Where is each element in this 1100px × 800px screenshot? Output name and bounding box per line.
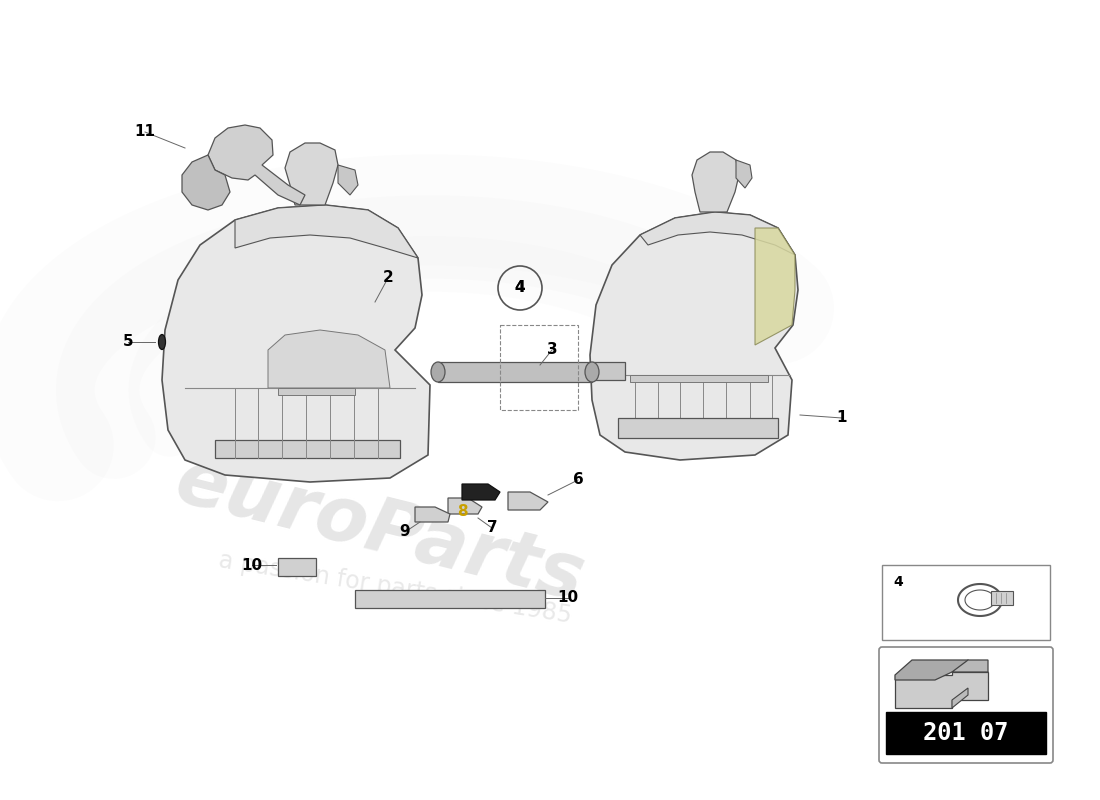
Polygon shape <box>462 484 501 500</box>
Polygon shape <box>448 498 482 514</box>
Polygon shape <box>592 362 625 380</box>
FancyBboxPatch shape <box>882 565 1050 640</box>
Text: 5: 5 <box>123 334 133 350</box>
Text: 4: 4 <box>893 575 903 589</box>
FancyBboxPatch shape <box>991 591 1013 605</box>
Text: a passion for parts since 1985: a passion for parts since 1985 <box>217 548 573 628</box>
Polygon shape <box>736 160 752 188</box>
Text: 7: 7 <box>486 521 497 535</box>
FancyBboxPatch shape <box>879 647 1053 763</box>
Polygon shape <box>590 212 798 460</box>
Polygon shape <box>630 375 768 382</box>
FancyBboxPatch shape <box>886 712 1046 754</box>
Text: 6: 6 <box>573 473 583 487</box>
Text: 10: 10 <box>241 558 263 573</box>
Polygon shape <box>214 440 400 458</box>
Polygon shape <box>755 228 795 345</box>
Text: 9: 9 <box>399 525 410 539</box>
Polygon shape <box>338 165 358 195</box>
Polygon shape <box>285 143 338 205</box>
Polygon shape <box>692 152 739 212</box>
Text: 1: 1 <box>837 410 847 426</box>
Polygon shape <box>235 205 418 258</box>
Polygon shape <box>508 492 548 510</box>
Polygon shape <box>895 660 988 680</box>
Polygon shape <box>618 418 778 438</box>
Text: 2: 2 <box>383 270 394 286</box>
Polygon shape <box>268 330 390 388</box>
Polygon shape <box>278 558 316 576</box>
Ellipse shape <box>158 334 165 350</box>
Text: 11: 11 <box>134 125 155 139</box>
Text: 10: 10 <box>558 590 579 606</box>
Text: 4: 4 <box>515 281 526 295</box>
Text: 4: 4 <box>515 281 526 295</box>
Polygon shape <box>952 660 988 672</box>
Ellipse shape <box>431 362 446 382</box>
Ellipse shape <box>585 362 600 382</box>
Polygon shape <box>355 590 544 608</box>
Polygon shape <box>278 388 355 395</box>
Polygon shape <box>415 507 450 522</box>
Polygon shape <box>640 212 795 255</box>
Polygon shape <box>162 205 430 482</box>
Polygon shape <box>208 125 305 205</box>
Polygon shape <box>952 688 968 708</box>
Text: 3: 3 <box>547 342 558 358</box>
Polygon shape <box>895 672 988 708</box>
Text: euroParts: euroParts <box>168 443 592 617</box>
Polygon shape <box>438 362 592 382</box>
Text: 8: 8 <box>456 505 468 519</box>
Polygon shape <box>182 155 230 210</box>
Text: 201 07: 201 07 <box>923 721 1009 745</box>
